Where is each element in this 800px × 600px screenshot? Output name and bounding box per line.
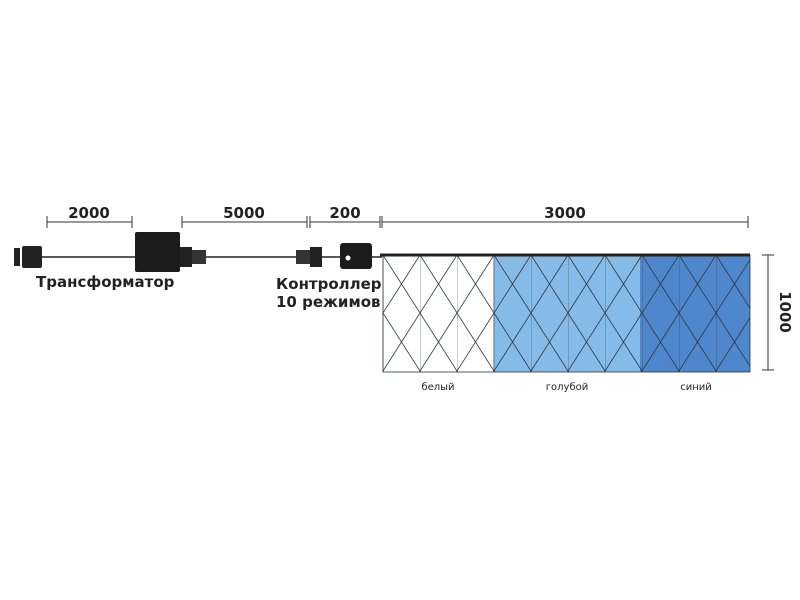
dimension-lines [46, 216, 774, 371]
dimension-label: 200 [329, 204, 360, 222]
net [380, 253, 751, 373]
dimension-label: 5000 [223, 204, 265, 222]
controller-label: Контроллер [276, 275, 382, 293]
controller-label: 10 режимов [276, 293, 381, 311]
dimension-label: 2000 [68, 204, 110, 222]
dimension-label: 3000 [544, 204, 586, 222]
cable [14, 232, 382, 272]
dimension-label: 1000 [776, 291, 794, 333]
transformer-label: Трансформатор [36, 273, 175, 291]
section-label: голубой [546, 382, 588, 393]
section-label: синий [680, 382, 712, 393]
section-label: белый [421, 382, 454, 393]
